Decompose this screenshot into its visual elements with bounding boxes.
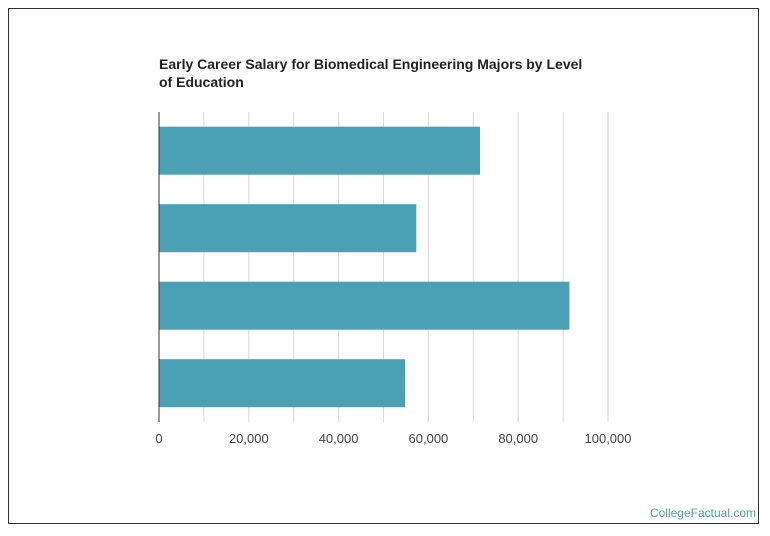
x-tick-label: 0 [155,431,162,446]
x-axis-tick-labels: 0 20,000 40,000 60,000 80,000 100,000 [155,431,631,446]
x-tick-label: 40,000 [319,431,359,446]
chart-title: Early Career Salary for Biomedical Engin… [159,56,583,90]
x-tick-label: 80,000 [498,431,538,446]
x-tick-label: 20,000 [229,431,269,446]
x-tick-label: 100,000 [585,431,632,446]
bars [159,126,570,408]
bar[interactable] [159,126,480,175]
bar[interactable] [159,359,406,408]
x-tick-label: 60,000 [409,431,449,446]
source-credit-link[interactable]: CollegeFactual.com [649,506,756,520]
bar[interactable] [159,281,570,330]
bar[interactable] [159,204,417,253]
